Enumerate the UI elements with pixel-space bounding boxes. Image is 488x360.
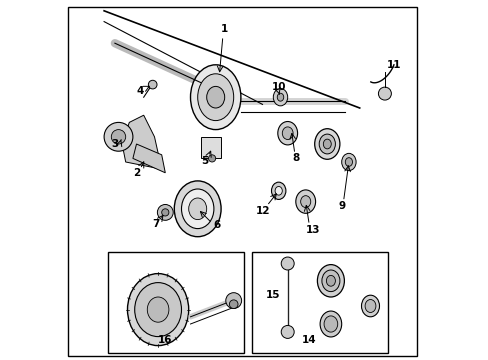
- Ellipse shape: [134, 283, 181, 337]
- Ellipse shape: [282, 127, 292, 140]
- Text: 15: 15: [265, 290, 280, 300]
- Ellipse shape: [365, 300, 375, 312]
- Ellipse shape: [341, 153, 355, 171]
- Ellipse shape: [273, 89, 287, 106]
- Ellipse shape: [277, 122, 297, 145]
- Text: 12: 12: [255, 206, 270, 216]
- Ellipse shape: [345, 158, 352, 166]
- Circle shape: [281, 257, 294, 270]
- Text: 1: 1: [221, 24, 228, 34]
- Polygon shape: [133, 144, 165, 173]
- Ellipse shape: [127, 274, 188, 346]
- Ellipse shape: [325, 275, 335, 286]
- Ellipse shape: [317, 265, 344, 297]
- Circle shape: [148, 80, 157, 89]
- Ellipse shape: [147, 297, 168, 322]
- Text: 14: 14: [302, 335, 316, 345]
- Text: 9: 9: [337, 201, 345, 211]
- Circle shape: [225, 293, 241, 309]
- Circle shape: [111, 130, 125, 144]
- FancyBboxPatch shape: [201, 137, 221, 158]
- Ellipse shape: [295, 190, 315, 213]
- Text: 5: 5: [201, 156, 208, 166]
- Ellipse shape: [319, 134, 335, 154]
- Text: 4: 4: [136, 86, 143, 96]
- Text: 8: 8: [292, 153, 299, 163]
- Polygon shape: [122, 115, 162, 169]
- Ellipse shape: [206, 86, 224, 108]
- Ellipse shape: [174, 181, 221, 237]
- Text: 16: 16: [158, 335, 172, 345]
- Ellipse shape: [300, 196, 310, 207]
- Text: 11: 11: [386, 60, 400, 70]
- Ellipse shape: [181, 189, 213, 229]
- Ellipse shape: [314, 129, 339, 159]
- Text: 3: 3: [111, 139, 118, 149]
- Ellipse shape: [197, 74, 233, 121]
- FancyBboxPatch shape: [68, 7, 416, 356]
- Circle shape: [157, 204, 173, 220]
- Ellipse shape: [321, 270, 339, 292]
- FancyBboxPatch shape: [107, 252, 244, 353]
- Ellipse shape: [271, 182, 285, 199]
- Circle shape: [208, 155, 215, 162]
- Text: 7: 7: [152, 219, 160, 229]
- Circle shape: [281, 325, 294, 338]
- Ellipse shape: [320, 311, 341, 337]
- Ellipse shape: [188, 198, 206, 220]
- Text: 2: 2: [133, 168, 140, 178]
- Ellipse shape: [361, 295, 379, 317]
- Ellipse shape: [324, 316, 337, 332]
- Circle shape: [162, 209, 168, 216]
- Text: 10: 10: [271, 82, 285, 93]
- Ellipse shape: [323, 139, 330, 149]
- FancyBboxPatch shape: [251, 252, 387, 353]
- Text: 13: 13: [305, 225, 320, 235]
- Circle shape: [229, 300, 238, 309]
- Ellipse shape: [190, 65, 241, 130]
- Circle shape: [104, 122, 133, 151]
- Ellipse shape: [275, 186, 282, 195]
- Text: 6: 6: [213, 220, 221, 230]
- Ellipse shape: [277, 93, 283, 101]
- Circle shape: [378, 87, 390, 100]
